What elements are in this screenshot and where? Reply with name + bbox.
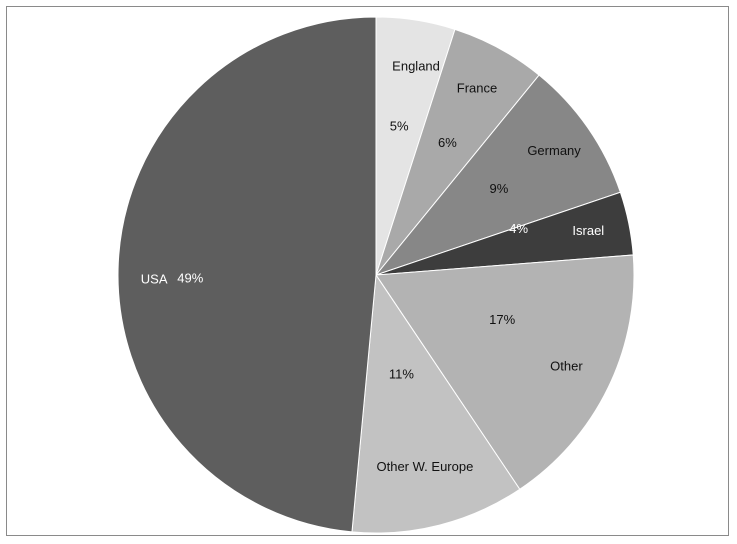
slice-value-label: 4%	[509, 221, 528, 236]
slice-value-label: 9%	[490, 181, 509, 196]
slice-label: France	[457, 81, 497, 96]
slice-value-label: 11%	[389, 366, 414, 381]
pie-slice-other-w-europe	[351, 273, 521, 534]
slice-label: Israel	[572, 223, 604, 238]
slice-value-label: 5%	[390, 119, 409, 134]
pie-slice-germany	[374, 74, 621, 277]
slice-value-label: 49%	[177, 271, 203, 286]
slice-label: Germany	[527, 143, 581, 158]
slice-value-label: 6%	[438, 135, 457, 150]
pie-labels: England 5% France 6% Germany 9% Israel 4% Other 1…	[141, 59, 604, 474]
slice-label: USA	[141, 272, 168, 287]
slice-value-label: 17%	[489, 312, 515, 327]
slice-label: Other W. Europe	[377, 459, 474, 474]
pie-slice-other	[375, 254, 635, 490]
slice-label: Other	[550, 359, 583, 374]
pie-slice-usa	[117, 16, 377, 533]
pie-slices	[117, 16, 635, 534]
slice-label: England	[392, 59, 440, 74]
